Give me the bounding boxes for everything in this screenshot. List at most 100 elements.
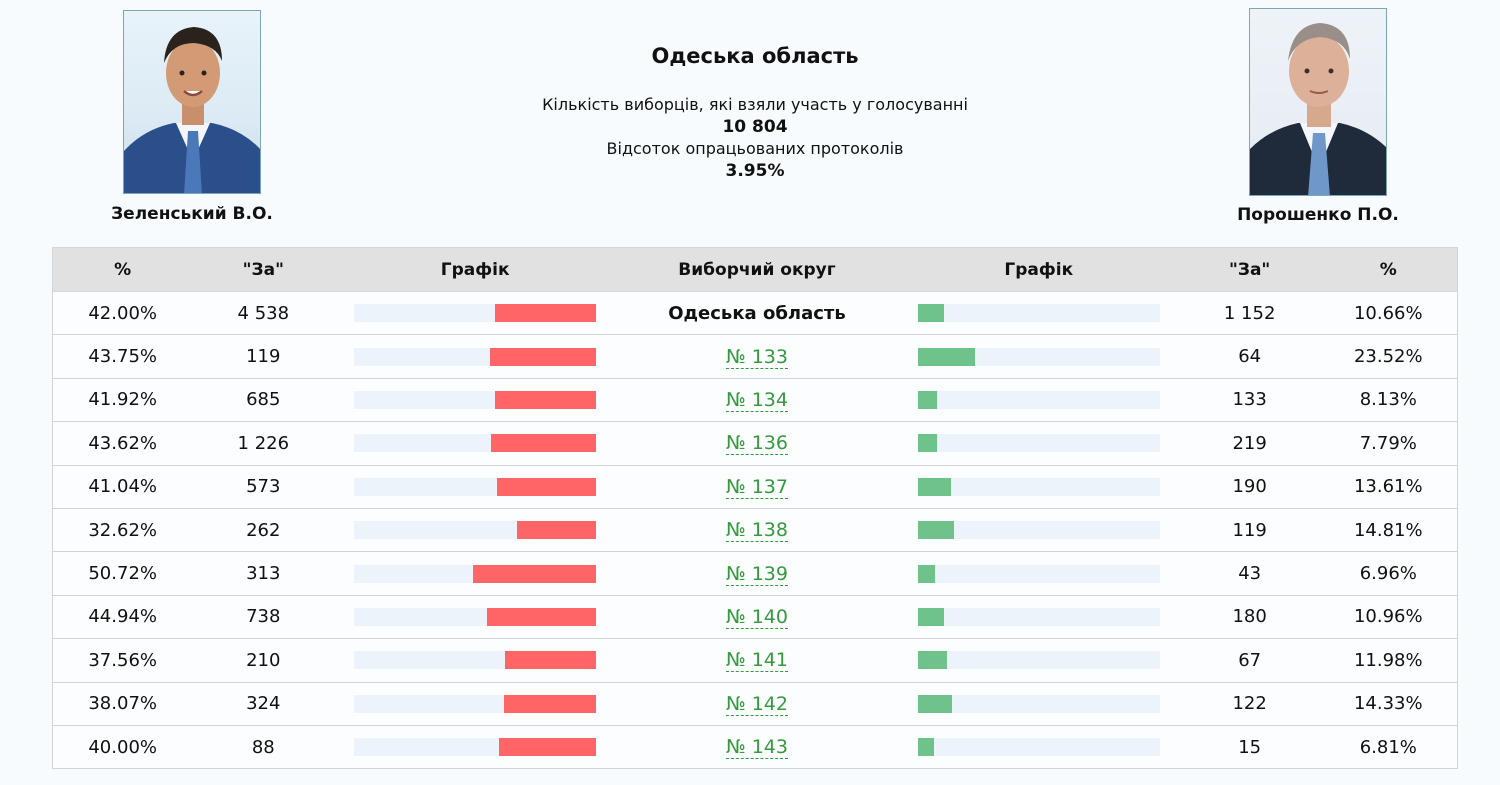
p-votes-cell: 119 [1179, 507, 1320, 552]
header-z-pct: % [52, 247, 193, 292]
z-pct-cell: 44.94% [52, 594, 193, 639]
p-votes-cell: 67 [1179, 638, 1320, 683]
table-row: 50.72% 313 № 139 43 6.96% [52, 551, 1458, 596]
p-bar [917, 347, 975, 366]
candidate-photo-left [123, 10, 261, 194]
district-link[interactable]: № 143 [725, 736, 788, 760]
p-pct-cell: 6.81% [1319, 724, 1458, 770]
district-link[interactable]: № 140 [725, 605, 788, 629]
district-cell[interactable]: № 136 [616, 421, 898, 466]
z-bar [504, 694, 597, 713]
z-pct-cell: 32.62% [52, 507, 193, 552]
z-pct-cell: 38.07% [52, 681, 193, 726]
p-chart-cell [897, 681, 1180, 726]
p-chart-cell [897, 594, 1180, 639]
results-table: % "За" Графік Виборчий округ Графік "За"… [52, 247, 1458, 770]
p-pct-cell: 14.81% [1319, 507, 1458, 552]
candidate-right: Порошенко П.О. [1218, 8, 1418, 225]
z-pct-cell: 43.75% [52, 334, 193, 379]
p-chart-cell [897, 551, 1180, 596]
z-bar [490, 434, 597, 453]
p-bar-track [917, 521, 1160, 540]
p-bar [917, 564, 935, 583]
z-bar-track [354, 694, 597, 713]
p-bar-track [917, 390, 1160, 409]
z-chart-cell [334, 551, 617, 596]
p-chart-cell [897, 638, 1180, 683]
p-bar-track [917, 304, 1160, 323]
z-bar-track [354, 347, 597, 366]
district-cell[interactable]: № 142 [616, 681, 898, 726]
district-link[interactable]: № 136 [725, 432, 788, 456]
p-votes-cell: 1 152 [1179, 290, 1320, 335]
z-chart-cell [334, 421, 617, 466]
z-chart-cell [334, 681, 617, 726]
p-votes-cell: 64 [1179, 334, 1320, 379]
p-bar [917, 607, 945, 626]
header-p-pct: % [1319, 247, 1458, 292]
district-cell[interactable]: № 139 [616, 551, 898, 596]
table-row: 43.62% 1 226 № 136 219 7.79% [52, 421, 1458, 466]
p-pct-cell: 13.61% [1319, 464, 1458, 509]
table-row: 41.04% 573 № 137 190 13.61% [52, 464, 1458, 509]
p-bar-track [917, 738, 1160, 757]
p-votes-cell: 15 [1179, 724, 1320, 770]
z-bar-track [354, 434, 597, 453]
table-row: 40.00% 88 № 143 15 6.81% [52, 724, 1458, 770]
z-chart-cell [334, 290, 617, 335]
district-cell[interactable]: № 137 [616, 464, 898, 509]
p-pct-cell: 7.79% [1319, 421, 1458, 466]
z-chart-cell [334, 334, 617, 379]
district-cell[interactable]: № 134 [616, 377, 898, 422]
header-p-votes: "За" [1179, 247, 1320, 292]
district-cell[interactable]: № 141 [616, 638, 898, 683]
district-link[interactable]: № 142 [725, 692, 788, 716]
district-link[interactable]: № 139 [725, 562, 788, 586]
district-link[interactable]: № 134 [725, 388, 788, 412]
candidate-name-left: Зеленський В.О. [111, 204, 273, 224]
z-bar-track [354, 607, 597, 626]
z-votes-cell: 313 [192, 551, 335, 596]
z-pct-cell: 42.00% [52, 290, 193, 335]
p-chart-cell [897, 464, 1180, 509]
p-pct-cell: 14.33% [1319, 681, 1458, 726]
district-link[interactable]: № 138 [725, 519, 788, 543]
z-pct-cell: 41.04% [52, 464, 193, 509]
p-chart-cell [897, 377, 1180, 422]
district-link[interactable]: № 141 [725, 649, 788, 673]
p-pct-cell: 6.96% [1319, 551, 1458, 596]
z-bar-track [354, 304, 597, 323]
z-votes-cell: 4 538 [192, 290, 335, 335]
z-pct-cell: 37.56% [52, 638, 193, 683]
z-votes-cell: 573 [192, 464, 335, 509]
page-title: Одеська область [651, 44, 859, 68]
district-cell[interactable]: № 143 [616, 724, 898, 770]
p-votes-cell: 180 [1179, 594, 1320, 639]
header-p-chart: Графік [897, 247, 1180, 292]
district-cell: Одеська область [616, 290, 898, 335]
results-header: Одеська область Кількість виборців, які … [430, 44, 1080, 182]
z-votes-cell: 210 [192, 638, 335, 683]
p-votes-cell: 219 [1179, 421, 1320, 466]
district-cell[interactable]: № 133 [616, 334, 898, 379]
z-bar [494, 304, 597, 323]
p-bar-track [917, 347, 1160, 366]
z-bar [499, 738, 597, 757]
candidate-left: Зеленський В.О. [92, 10, 292, 224]
p-votes-cell: 190 [1179, 464, 1320, 509]
z-votes-cell: 324 [192, 681, 335, 726]
z-votes-cell: 685 [192, 377, 335, 422]
district-link[interactable]: № 133 [725, 345, 788, 369]
district-cell[interactable]: № 138 [616, 507, 898, 552]
voters-label: Кількість виборців, які взяли участь у г… [542, 95, 968, 114]
district-link[interactable]: № 137 [725, 475, 788, 499]
p-bar [917, 390, 938, 409]
table-row: 42.00% 4 538 Одеська область 1 152 10.66% [52, 290, 1458, 335]
z-chart-cell [334, 724, 617, 770]
z-votes-cell: 88 [192, 724, 335, 770]
p-chart-cell [897, 724, 1180, 770]
p-pct-cell: 10.66% [1319, 290, 1458, 335]
p-chart-cell [897, 507, 1180, 552]
district-cell[interactable]: № 140 [616, 594, 898, 639]
z-bar-track [354, 651, 597, 670]
